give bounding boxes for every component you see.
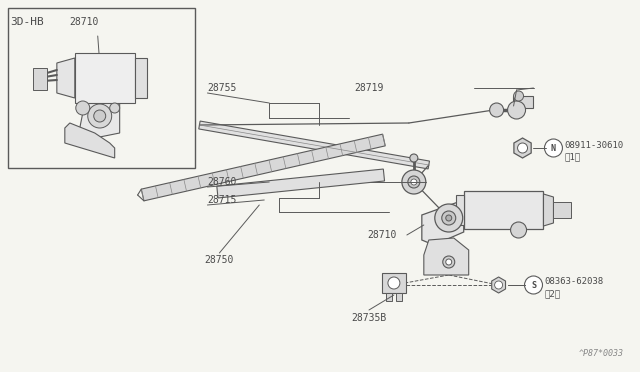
Circle shape: [518, 143, 527, 153]
Circle shape: [411, 179, 417, 185]
Polygon shape: [424, 238, 468, 275]
Polygon shape: [422, 200, 464, 245]
Text: 28755: 28755: [207, 83, 237, 93]
Text: （1）: （1）: [564, 153, 580, 161]
Circle shape: [490, 103, 504, 117]
Circle shape: [446, 259, 452, 265]
Bar: [382, 273, 406, 293]
Text: 28735B: 28735B: [351, 313, 387, 323]
Circle shape: [525, 276, 543, 294]
Polygon shape: [514, 138, 531, 158]
Bar: [396, 293, 402, 301]
Bar: [33, 68, 47, 90]
Circle shape: [513, 91, 524, 101]
Circle shape: [76, 101, 90, 115]
Text: 28710: 28710: [70, 17, 99, 27]
Circle shape: [388, 277, 400, 289]
Circle shape: [446, 215, 452, 221]
Text: 08911-30610: 08911-30610: [564, 141, 623, 150]
Text: （2）: （2）: [545, 289, 561, 298]
Polygon shape: [217, 169, 385, 198]
Bar: [75, 53, 134, 103]
Polygon shape: [492, 277, 506, 293]
Circle shape: [443, 256, 455, 268]
Text: S: S: [531, 280, 536, 289]
Text: ^P87*0033: ^P87*0033: [579, 349, 623, 358]
Circle shape: [88, 104, 112, 128]
Bar: [134, 58, 147, 98]
Circle shape: [442, 211, 456, 225]
Polygon shape: [65, 123, 115, 158]
Bar: [8, 8, 195, 168]
Circle shape: [545, 139, 563, 157]
Circle shape: [109, 103, 120, 113]
Text: 28719: 28719: [354, 83, 383, 93]
Circle shape: [435, 204, 463, 232]
Text: 28715: 28715: [207, 195, 237, 205]
Circle shape: [508, 101, 525, 119]
Polygon shape: [141, 134, 385, 201]
Polygon shape: [199, 121, 429, 169]
Text: N: N: [551, 144, 556, 153]
Bar: [513, 96, 532, 108]
Text: 08363-62038: 08363-62038: [545, 278, 604, 286]
Circle shape: [495, 281, 502, 289]
Circle shape: [511, 222, 527, 238]
Circle shape: [410, 154, 418, 162]
Text: 28750: 28750: [205, 255, 234, 265]
Circle shape: [402, 170, 426, 194]
Text: 28710: 28710: [367, 230, 396, 240]
Text: 3D-HB: 3D-HB: [10, 17, 44, 27]
Bar: [554, 202, 572, 218]
Bar: [386, 293, 392, 301]
Polygon shape: [543, 194, 554, 226]
Circle shape: [408, 176, 420, 188]
Text: 28760: 28760: [207, 177, 237, 187]
Circle shape: [93, 110, 106, 122]
Bar: [456, 195, 464, 225]
Bar: [464, 191, 543, 229]
Polygon shape: [80, 103, 120, 138]
Polygon shape: [57, 58, 75, 98]
